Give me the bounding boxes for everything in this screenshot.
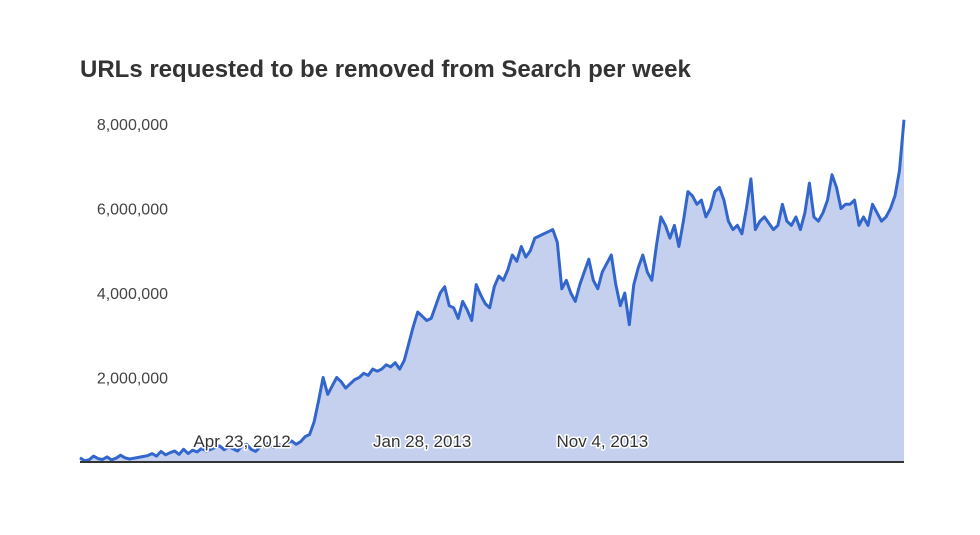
- x-tick-label: Jan 28, 2013: [373, 432, 471, 451]
- x-axis-ticks: Apr 23, 2012 Jan 28, 2013 Nov 4, 2013: [192, 431, 650, 453]
- y-tick-label: 2,000,000: [97, 371, 168, 388]
- y-tick-label: 4,000,000: [97, 286, 168, 303]
- y-axis-ticks: 2,000,000 4,000,000 6,000,000 8,000,000: [97, 117, 168, 388]
- x-tick-label: Apr 23, 2012: [193, 432, 290, 451]
- y-tick-label: 6,000,000: [97, 202, 168, 219]
- chart-title: URLs requested to be removed from Search…: [80, 56, 691, 83]
- x-tick-label: Nov 4, 2013: [556, 432, 648, 451]
- series-area-fill: [80, 119, 904, 463]
- series-line: [79, 119, 906, 463]
- y-tick-label: 8,000,000: [97, 117, 168, 134]
